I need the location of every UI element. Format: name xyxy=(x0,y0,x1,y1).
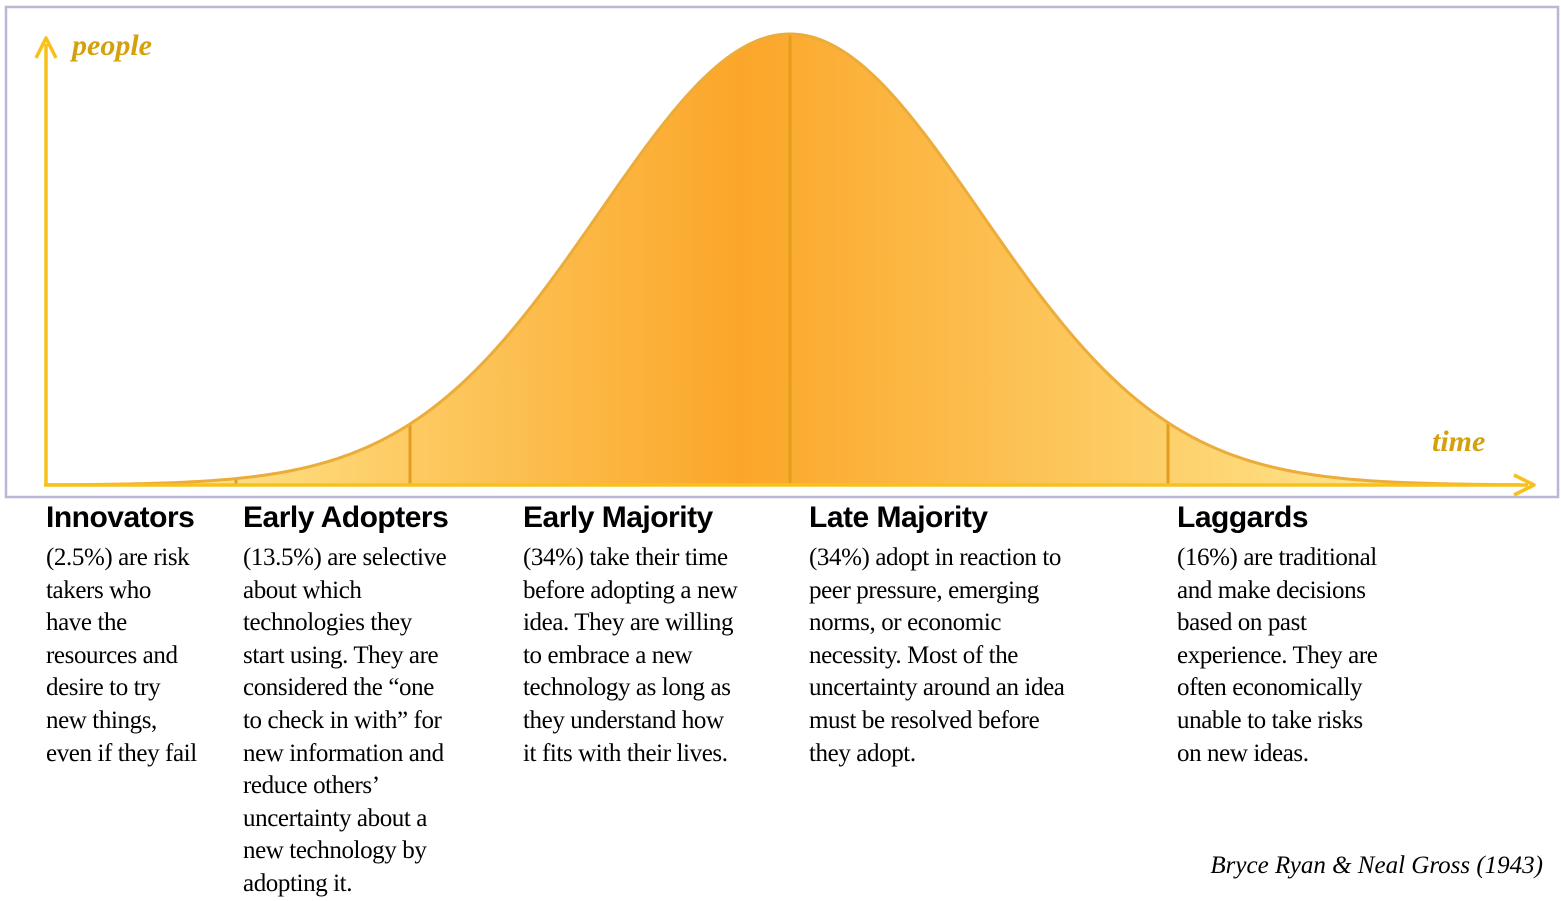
description-line: necessity. Most of the xyxy=(809,641,1018,669)
segment-innovators: Innovators (2.5%) are risk takers who have… xyxy=(46,500,197,770)
x-axis-label: time xyxy=(1432,425,1485,458)
description-line: start using. They are xyxy=(243,641,439,669)
description-line: adopting it. xyxy=(243,869,353,897)
segment-title: Laggards xyxy=(1177,501,1309,534)
description-line: (16%) are traditional xyxy=(1177,544,1377,571)
description-line: they understand how xyxy=(523,706,724,734)
citation: Bryce Ryan & Neal Gross (1943) xyxy=(1210,852,1543,879)
description-line: uncertainty about a xyxy=(243,804,427,832)
description-line: about which xyxy=(243,576,362,604)
description-line: takers who xyxy=(46,576,151,604)
y-axis-arrow-icon xyxy=(34,36,58,59)
description-line: (13.5%) are selective xyxy=(243,544,447,571)
description-line: before adopting a new xyxy=(523,576,738,604)
description-line: have the xyxy=(46,609,127,637)
description-line: resources and xyxy=(46,641,178,669)
description-line: (34%) take their time xyxy=(523,544,728,571)
description-line: to check in with” for xyxy=(243,706,442,734)
description-line: and make decisions xyxy=(1177,576,1366,604)
segment-title: Early Adopters xyxy=(243,501,449,534)
segment-late-majority: Late Majority (34%) adopt in reaction to… xyxy=(809,500,1065,770)
description-line: technologies they xyxy=(243,609,412,637)
description-line: unable to take risks xyxy=(1177,706,1363,734)
segment-description: (2.5%) are risk takers who have the resourc… xyxy=(46,542,197,770)
segment-description: (16%) are traditional and make decisions b… xyxy=(1177,542,1378,770)
description-line: new things, xyxy=(46,706,157,734)
description-line: often economically xyxy=(1177,674,1363,702)
segment-description: (34%) adopt in reaction to peer pressure,… xyxy=(809,542,1065,770)
description-line: uncertainty around an idea xyxy=(809,674,1065,702)
description-line: idea. They are willing xyxy=(523,609,734,637)
description-line: (34%) adopt in reaction to xyxy=(809,544,1062,571)
description-line: reduce others’ xyxy=(243,772,380,800)
description-line: must be resolved before xyxy=(809,706,1040,734)
segment-description: (13.5%) are selective about which technolo… xyxy=(243,542,448,901)
description-line: to embrace a new xyxy=(523,641,693,669)
description-line: even if they fail xyxy=(46,739,197,767)
segment-description: (34%) take their time before adopting a n… xyxy=(523,542,738,770)
segment-laggards: Laggards (16%) are traditional and make d… xyxy=(1177,500,1378,770)
description-line: based on past xyxy=(1177,609,1307,637)
description-line: they adopt. xyxy=(809,739,916,767)
description-line: desire to try xyxy=(46,674,161,702)
bell-curve-outline xyxy=(47,32,1521,487)
description-line: new technology by xyxy=(243,837,427,865)
y-axis-label: people xyxy=(69,29,152,62)
description-line: peer pressure, emerging xyxy=(809,576,1039,604)
description-line: experience. They are xyxy=(1177,641,1378,669)
segment-title: Early Majority xyxy=(523,501,713,534)
segment-early-majority: Early Majority (34%) take their time befo… xyxy=(523,500,738,770)
description-line: on new ideas. xyxy=(1177,739,1309,767)
description-line: considered the “one xyxy=(243,674,434,702)
description-line: norms, or economic xyxy=(809,609,1002,637)
segment-title: Innovators xyxy=(46,501,195,534)
description-line: technology as long as xyxy=(523,674,731,702)
description-line: new information and xyxy=(243,739,444,767)
bell-curve-area xyxy=(48,34,1520,486)
description-line: (2.5%) are risk xyxy=(46,544,190,571)
segment-early-adopters: Early Adopters (13.5%) are selective abou… xyxy=(243,500,449,901)
segment-title: Late Majority xyxy=(809,501,988,534)
description-line: it fits with their lives. xyxy=(523,739,728,767)
x-axis-arrow-icon xyxy=(1513,473,1536,497)
